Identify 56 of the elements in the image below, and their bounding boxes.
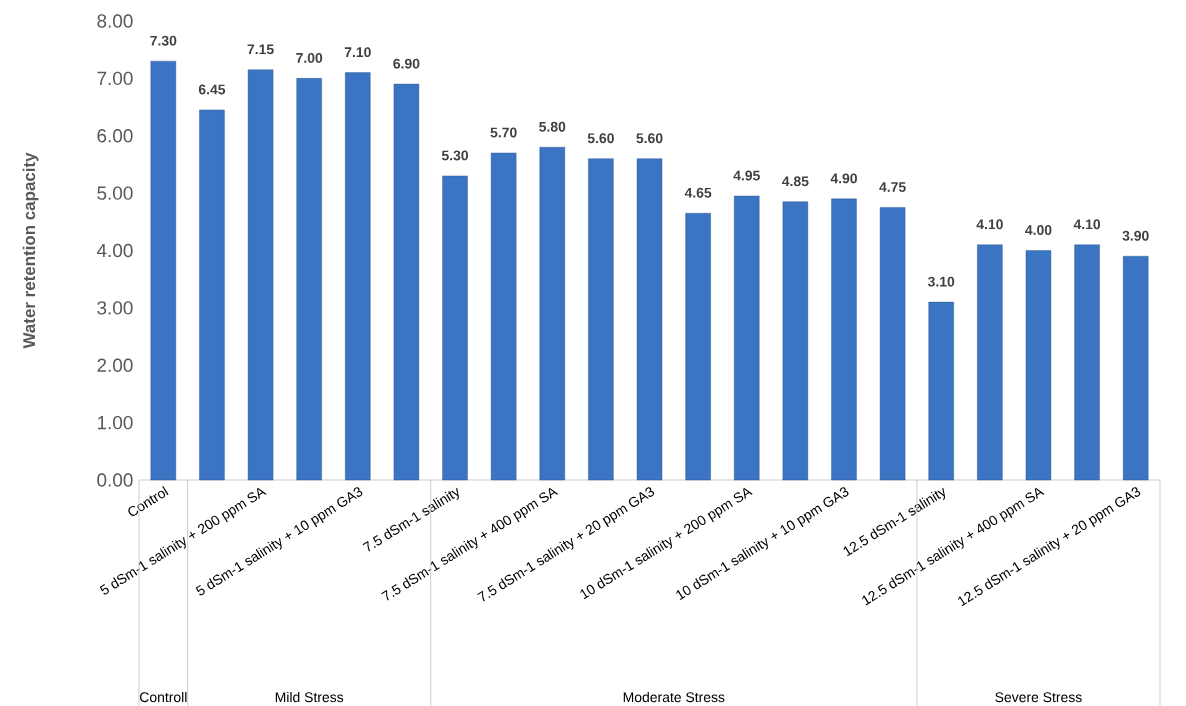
data-label: 4.10 xyxy=(1073,219,1101,230)
bar xyxy=(199,109,225,481)
bar xyxy=(539,147,565,481)
bar xyxy=(1074,244,1100,481)
bar xyxy=(685,212,711,481)
data-label: 4.65 xyxy=(684,187,712,198)
data-label: 6.45 xyxy=(198,84,226,95)
text: Controll xyxy=(139,691,187,703)
data-label: 5.30 xyxy=(441,150,469,161)
data-label: 5.70 xyxy=(490,127,517,138)
bar xyxy=(734,195,760,481)
bar xyxy=(588,158,614,481)
text: Moderate Stress xyxy=(623,691,725,703)
data-label: 4.95 xyxy=(733,170,760,181)
data-label: 4.00 xyxy=(1025,225,1052,235)
y-tick-label: 0.00 xyxy=(97,473,133,487)
data-label: 7.00 xyxy=(296,52,323,63)
bar xyxy=(345,72,371,481)
data-label: 7.15 xyxy=(247,44,274,55)
data-label: 5.60 xyxy=(587,133,614,144)
data-label: 4.90 xyxy=(830,173,857,184)
text: Mild Stress xyxy=(275,691,344,703)
data-label: 4.75 xyxy=(879,182,906,192)
data-label: 7.10 xyxy=(344,47,371,58)
data-label: 5.60 xyxy=(636,133,663,144)
y-tick-label: 1.00 xyxy=(97,415,133,430)
bar xyxy=(636,158,663,481)
bar xyxy=(296,78,322,481)
data-label: 6.90 xyxy=(393,58,420,69)
y-tick-label: 4.00 xyxy=(96,243,133,258)
y-tick-label: 6.00 xyxy=(97,129,133,143)
bar xyxy=(1025,250,1052,481)
bar xyxy=(879,207,906,481)
bar xyxy=(393,83,420,481)
y-axis-title: Water retention capacity xyxy=(22,152,39,349)
y-tick-label: 2.00 xyxy=(97,358,133,372)
y-tick-label: 8.00 xyxy=(97,14,133,28)
bar xyxy=(150,60,177,481)
data-label: 3.10 xyxy=(927,276,955,287)
bar xyxy=(1122,256,1149,481)
data-label: 5.80 xyxy=(539,121,566,132)
bar xyxy=(782,201,809,481)
y-tick-label: 7.00 xyxy=(97,71,133,86)
text: Severe Stress xyxy=(995,692,1082,703)
bar xyxy=(831,198,857,481)
data-label: 7.30 xyxy=(150,35,177,46)
bar xyxy=(442,175,468,481)
y-tick-label: 3.00 xyxy=(97,301,133,315)
y-tick-label: 5.00 xyxy=(97,186,133,200)
data-label: 4.10 xyxy=(976,219,1003,230)
data-label: 4.85 xyxy=(782,176,809,187)
data-label: 3.90 xyxy=(1122,230,1149,241)
bar xyxy=(977,244,1003,481)
bar xyxy=(928,301,954,481)
bar xyxy=(490,152,517,481)
bar xyxy=(247,69,274,481)
